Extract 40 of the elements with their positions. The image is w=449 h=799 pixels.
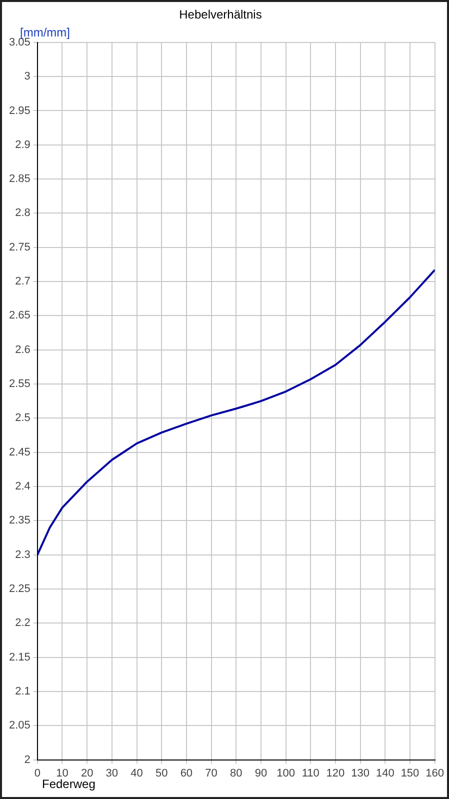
y-tick-label: 2.7: [15, 276, 30, 288]
x-tick-label: 150: [400, 767, 420, 780]
y-tick-label: 2.1: [15, 686, 30, 698]
y-tick-label: 2.85: [8, 173, 30, 186]
y-tick-label: 2.25: [8, 583, 30, 596]
y-tick-label: 2: [24, 754, 30, 766]
x-tick-label: 130: [351, 767, 370, 780]
y-tick-label: 3: [24, 70, 30, 83]
y-tick-label: 2.3: [15, 548, 30, 561]
x-tick-label: 160: [426, 767, 444, 780]
x-tick-label: 100: [276, 767, 295, 780]
x-axis-title: Federweg: [42, 776, 96, 791]
y-tick-label: 2.5: [15, 412, 30, 424]
y-tick-label: 2.15: [8, 651, 30, 664]
x-tick-label: 60: [180, 767, 193, 780]
x-tick-label: 30: [106, 767, 118, 780]
x-tick-label: 140: [376, 767, 394, 780]
chart-title: Hebelverhältnis: [179, 8, 262, 22]
x-tick-label: 110: [302, 767, 320, 780]
y-tick-label: 2.95: [8, 104, 30, 117]
x-tick-label: 40: [130, 767, 143, 780]
y-tick-label: 2.2: [15, 617, 30, 630]
y-tick-label: 2.65: [8, 310, 30, 322]
x-tick-label: 0: [34, 767, 40, 780]
y-tick-label: 2.55: [8, 378, 30, 390]
y-tick-label: 2.35: [8, 514, 30, 527]
y-tick-label: 2.75: [8, 241, 30, 254]
y-tick-label: 2.05: [8, 720, 30, 732]
y-tick-label: 2.4: [15, 480, 30, 493]
y-tick-label: 2.9: [15, 138, 30, 151]
x-tick-label: 20: [80, 767, 94, 780]
y-tick-label: 2.6: [15, 344, 30, 356]
x-tick-label: 10: [56, 767, 68, 780]
y-tick-label: 2.8: [15, 207, 30, 220]
x-tick-label: 50: [155, 767, 168, 780]
x-tick-label: 120: [326, 767, 345, 780]
x-tick-label: 80: [230, 767, 242, 780]
x-tick-label: 70: [205, 767, 218, 780]
x-tick-label: 90: [254, 767, 268, 780]
y-tick-label: 2.45: [8, 446, 30, 458]
